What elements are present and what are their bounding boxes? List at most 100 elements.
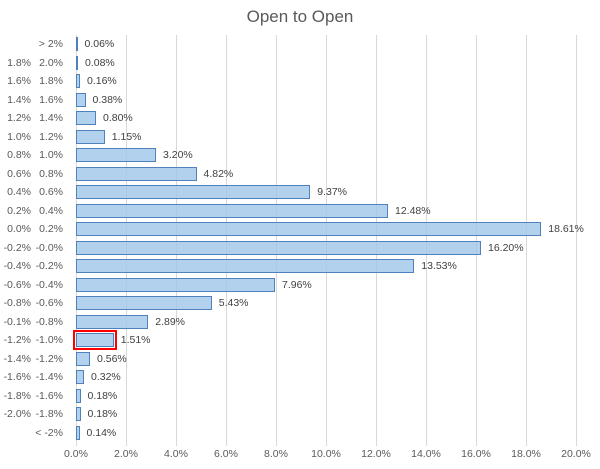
gridline (276, 35, 277, 446)
category-label-high: -0.0% (35, 241, 63, 254)
bar-value-label: 5.43% (218, 297, 249, 309)
category-label-high: > 2% (38, 38, 63, 50)
category-label-low (0, 35, 31, 54)
bar[interactable] (76, 203, 388, 218)
x-axis-tick-label: 10.0% (311, 448, 341, 460)
gridline (376, 35, 377, 446)
category-label: -1.6% -1.4% (0, 368, 63, 387)
category-label-high: 1.2% (39, 130, 63, 143)
bar-value-label: 0.14% (86, 426, 117, 439)
bar[interactable] (76, 388, 81, 403)
category-label-low: -1.4% (3, 352, 31, 365)
bar[interactable] (76, 425, 80, 440)
selection-highlight[interactable] (73, 330, 117, 351)
category-label-low: -0.2% (3, 241, 31, 254)
category-label: < -2% (0, 424, 63, 443)
bar[interactable] (76, 37, 78, 52)
category-label-low: 0.8% (7, 149, 31, 161)
x-axis-tick-label: 14.0% (411, 448, 441, 460)
bar[interactable] (76, 222, 542, 237)
x-axis-tick-label: 4.0% (164, 448, 188, 460)
category-label: 0.6% 0.8% (0, 165, 63, 184)
bar[interactable] (76, 92, 86, 107)
bar-value-label: 0.18% (87, 389, 118, 402)
category-label-high: 1.4% (39, 112, 63, 124)
category-label-high: 0.2% (39, 223, 63, 235)
bar[interactable] (76, 370, 84, 385)
category-label: -0.6% -0.4% (0, 276, 63, 295)
category-label-high: < -2% (35, 426, 63, 439)
category-label: -1.8% -1.6% (0, 387, 63, 406)
gridline (526, 35, 527, 446)
bar[interactable] (76, 111, 96, 126)
x-axis-tick-label: 20.0% (561, 448, 591, 460)
bar[interactable] (76, 259, 415, 274)
bar-value-label: 0.18% (87, 408, 118, 420)
bar-value-label: 7.96% (282, 278, 312, 291)
category-label-high: 1.6% (39, 93, 63, 106)
category-label-low: -0.1% (3, 315, 31, 328)
bar[interactable] (76, 351, 90, 366)
gridline (176, 35, 177, 446)
category-label: 1.0% 1.2% (0, 128, 63, 147)
category-label-high: -1.6% (35, 389, 63, 402)
bar[interactable] (76, 407, 81, 422)
bar-value-label: 0.38% (92, 93, 123, 106)
gridline (576, 35, 577, 446)
category-label-low: 0.6% (7, 167, 31, 180)
category-label-low: 1.8% (7, 56, 31, 69)
category-label-low: 1.0% (7, 130, 31, 143)
bar-value-label: 18.61% (548, 223, 584, 235)
bar[interactable] (76, 277, 275, 292)
category-label-high: 0.6% (39, 186, 63, 198)
bar[interactable] (76, 314, 149, 329)
x-axis-tick-label: 2.0% (114, 448, 138, 460)
category-label-low: -0.4% (3, 260, 31, 272)
x-axis-tick-label: 0.0% (64, 448, 88, 460)
bar[interactable] (76, 129, 105, 144)
category-label: -0.8% -0.6% (0, 294, 63, 313)
bar[interactable] (76, 166, 197, 181)
category-label: > 2% (0, 35, 63, 54)
category-label-high: -0.8% (35, 315, 63, 328)
gridline (426, 35, 427, 446)
bar-value-label: 0.80% (103, 112, 133, 124)
category-label-high: -0.6% (35, 297, 63, 309)
bar-value-label: 1.15% (111, 130, 142, 143)
gridline (326, 35, 327, 446)
bar[interactable] (76, 240, 481, 255)
category-label-low: -0.6% (3, 278, 31, 291)
category-label-low: 0.0% (7, 223, 31, 235)
category-label: -1.2% -1.0% (0, 331, 63, 350)
category-label-low: 0.4% (7, 186, 31, 198)
category-label: -2.0% -1.8% (0, 405, 63, 424)
bar-value-label: 12.48% (395, 204, 431, 217)
category-label-high: -0.4% (35, 278, 63, 291)
category-label-high: -1.2% (35, 352, 63, 365)
bar[interactable] (76, 333, 114, 348)
category-label-high: 1.8% (39, 75, 63, 87)
gridline (476, 35, 477, 446)
category-label-low: -2.0% (3, 408, 31, 420)
category-label-high: -1.8% (35, 408, 63, 420)
gridline (126, 35, 127, 446)
category-label: 0.0% 0.2% (0, 220, 63, 239)
category-label: 1.8% 2.0% (0, 54, 63, 73)
category-label-low: -1.6% (3, 371, 31, 383)
bar[interactable] (76, 55, 78, 70)
bar[interactable] (76, 296, 212, 311)
category-label-high: 0.4% (39, 204, 63, 217)
bar[interactable] (76, 148, 156, 163)
bar[interactable] (76, 74, 80, 89)
bar-value-label: 2.89% (155, 315, 186, 328)
category-label-low: -0.8% (3, 297, 31, 309)
bar[interactable] (76, 185, 311, 200)
x-axis-tick-label: 18.0% (511, 448, 541, 460)
bar-value-label: 0.08% (85, 56, 115, 69)
bar-value-label: 4.82% (203, 167, 234, 180)
category-label: 0.2% 0.4% (0, 202, 63, 221)
category-label: 1.2% 1.4% (0, 109, 63, 128)
bar-value-label: 3.20% (163, 149, 193, 161)
bar-value-label: 9.37% (317, 186, 348, 198)
bar-value-label: 16.20% (488, 241, 524, 254)
